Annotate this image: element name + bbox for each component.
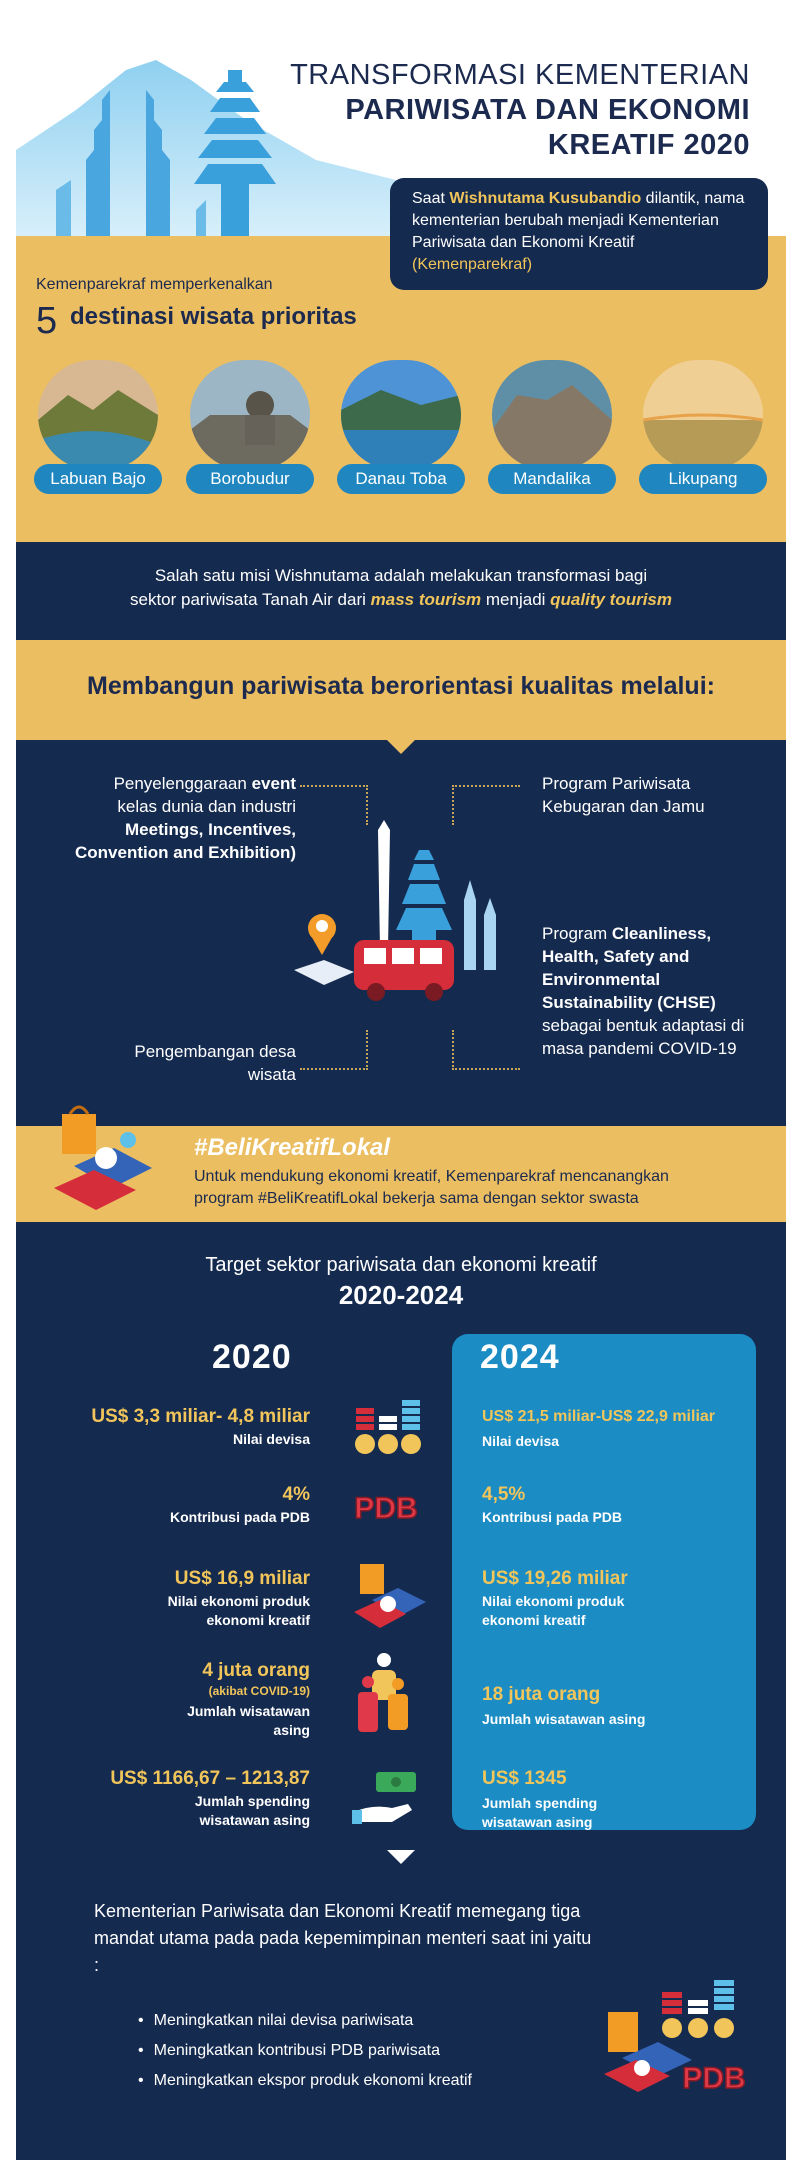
infographic: TRANSFORMASI KEMENTERIAN PARIWISATA DAN … xyxy=(16,0,786,2175)
title-line-1: TRANSFORMASI KEMENTERIAN xyxy=(290,59,750,91)
year-2020: 2020 xyxy=(212,1338,292,1376)
minister-name: Wishnutama Kusubandio xyxy=(449,190,642,207)
target-2024-value: 18 juta orang xyxy=(482,1684,601,1705)
year-2024: 2024 xyxy=(480,1338,560,1376)
intro-callout: Saat Wishnutama Kusubandio dilantik, nam… xyxy=(390,178,768,290)
target-2024-value: US$ 21,5 miliar-US$ 22,9 miliar xyxy=(482,1408,716,1425)
target-2020-value: 4% xyxy=(282,1484,310,1505)
mission-statement: Salah satu misi Wishnutama adalah melaku… xyxy=(16,542,786,640)
economy-icon: PDB xyxy=(604,1980,746,2096)
target-2020-value: US$ 1166,67 – 1213,87 xyxy=(110,1768,310,1789)
destination-photo xyxy=(643,360,763,470)
program-village: Pengembangan desa wisata xyxy=(134,1042,296,1084)
destination-borobudur: Borobudur xyxy=(186,360,314,494)
target-2020-label: Jumlah spending wisatawan asing xyxy=(194,1793,310,1828)
program-chse: Program Cleanliness, Health, Safety and … xyxy=(542,924,745,1058)
destination-likupang: Likupang xyxy=(639,360,767,494)
pdb-icon: PDB xyxy=(354,1491,419,1526)
destinations-count: 5 xyxy=(36,300,58,342)
destinations-heading: destinasi wisata prioritas xyxy=(70,303,357,330)
target-2024-label: Kontribusi pada PDB xyxy=(482,1509,623,1525)
destination-mandalika: Mandalika xyxy=(488,360,616,494)
tourists-icon xyxy=(358,1653,408,1732)
target-2024-panel xyxy=(452,1334,756,1830)
target-2020-value: US$ 3,3 miliar- 4,8 miliar xyxy=(91,1406,310,1427)
target-2020-label: Nilai ekonomi produk ekonomi kreatif xyxy=(167,1593,310,1628)
destination-photo xyxy=(38,360,158,470)
temple-skyline-illustration xyxy=(16,60,436,236)
programs-section: Penyelenggaraan event kelas dunia dan in… xyxy=(16,740,786,1126)
ministry-abbreviation: (Kemenparekraf) xyxy=(412,256,533,273)
connector xyxy=(452,1030,520,1070)
section-notch xyxy=(387,1850,415,1864)
targets-heading: Target sektor pariwisata dan ekonomi kre… xyxy=(205,1254,597,1276)
connector xyxy=(300,785,368,825)
mass-tourism-term: mass tourism xyxy=(370,590,482,609)
program-wellness: Program Pariwisata Kebugaran dan Jamu xyxy=(542,774,705,816)
shopping-bag-batik-icon xyxy=(354,1564,426,1628)
target-2024-label: Nilai ekonomi produk ekonomi kreatif xyxy=(482,1593,625,1628)
mandate-section: Kementerian Pariwisata dan Ekonomi Kreat… xyxy=(16,1850,786,2160)
beli-kreatif-lokal-section: #BeliKreatifLokal Untuk mendukung ekonom… xyxy=(16,1105,786,1222)
destination-danau-toba: Danau Toba xyxy=(337,360,465,494)
destination-photo xyxy=(190,360,310,470)
shopping-bag-batik-icon xyxy=(54,1105,152,1210)
target-2024-value: 4,5% xyxy=(482,1484,526,1505)
money-hand-icon xyxy=(352,1772,416,1824)
beli-hashtag: #BeliKreatifLokal xyxy=(194,1134,391,1161)
target-2020-label: Kontribusi pada PDB xyxy=(169,1509,310,1525)
mandate-list: Meningkatkan nilai devisa pariwisata Men… xyxy=(154,2006,472,2096)
section-notch xyxy=(387,740,415,754)
destination-label: Labuan Bajo xyxy=(34,464,162,494)
svg-text:PDB: PDB xyxy=(682,2062,745,2095)
mandate-item: Meningkatkan ekspor produk ekonomi kreat… xyxy=(154,2066,472,2096)
targets-period: 2020-2024 xyxy=(338,1280,464,1310)
program-event: Penyelenggaraan event kelas dunia dan in… xyxy=(75,774,296,862)
destination-photo xyxy=(492,360,612,470)
destination-photo xyxy=(341,360,461,470)
title-line-3: KREATIF 2020 xyxy=(547,129,750,161)
target-2020-label: Nilai devisa xyxy=(232,1431,310,1447)
destination-label: Mandalika xyxy=(488,464,616,494)
quality-tourism-term: quality tourism xyxy=(550,590,673,609)
tourism-monuments-illustration xyxy=(294,820,496,1001)
mandate-item: Meningkatkan nilai devisa pariwisata xyxy=(154,2006,472,2036)
target-2024-label: Nilai devisa xyxy=(482,1433,560,1449)
target-2024-label: Jumlah spending wisatawan asing xyxy=(482,1795,598,1830)
connector xyxy=(452,785,520,825)
title-line-2: PARIWISATA DAN EKONOMI xyxy=(345,94,750,126)
mandate-intro: Kementerian Pariwisata dan Ekonomi Kreat… xyxy=(94,1901,592,1975)
target-2020-label: Jumlah wisatawan asing xyxy=(187,1703,310,1738)
connector xyxy=(300,1030,368,1070)
build-heading: Membangun pariwisata berorientasi kualit… xyxy=(16,640,786,740)
mandate-item: Meningkatkan kontribusi PDB pariwisata xyxy=(154,2036,472,2066)
destination-label: Borobudur xyxy=(186,464,314,494)
destination-label: Danau Toba xyxy=(337,464,465,494)
destination-labuan-bajo: Labuan Bajo xyxy=(34,360,162,494)
page-title: TRANSFORMASI KEMENTERIAN PARIWISATA DAN … xyxy=(290,58,750,163)
coins-icon xyxy=(355,1400,421,1454)
svg-text:PDB: PDB xyxy=(354,1492,417,1525)
beli-description: Untuk mendukung ekonomi kreatif, Kemenpa… xyxy=(194,1168,669,1207)
target-2024-value: US$ 1345 xyxy=(482,1768,567,1789)
destination-label: Likupang xyxy=(639,464,767,494)
target-2020-note: (akibat COVID-19) xyxy=(208,1684,310,1698)
targets-section: Target sektor pariwisata dan ekonomi kre… xyxy=(16,1222,786,1850)
destinations-lead: Kemenparekraf memperkenalkan xyxy=(36,276,273,293)
target-2020-value: US$ 16,9 miliar xyxy=(174,1568,310,1589)
target-2020-value: 4 juta orang xyxy=(202,1660,310,1681)
target-2024-label: Jumlah wisatawan asing xyxy=(482,1711,646,1727)
hero-header: TRANSFORMASI KEMENTERIAN PARIWISATA DAN … xyxy=(16,0,786,236)
target-2024-value: US$ 19,26 miliar xyxy=(482,1568,628,1589)
